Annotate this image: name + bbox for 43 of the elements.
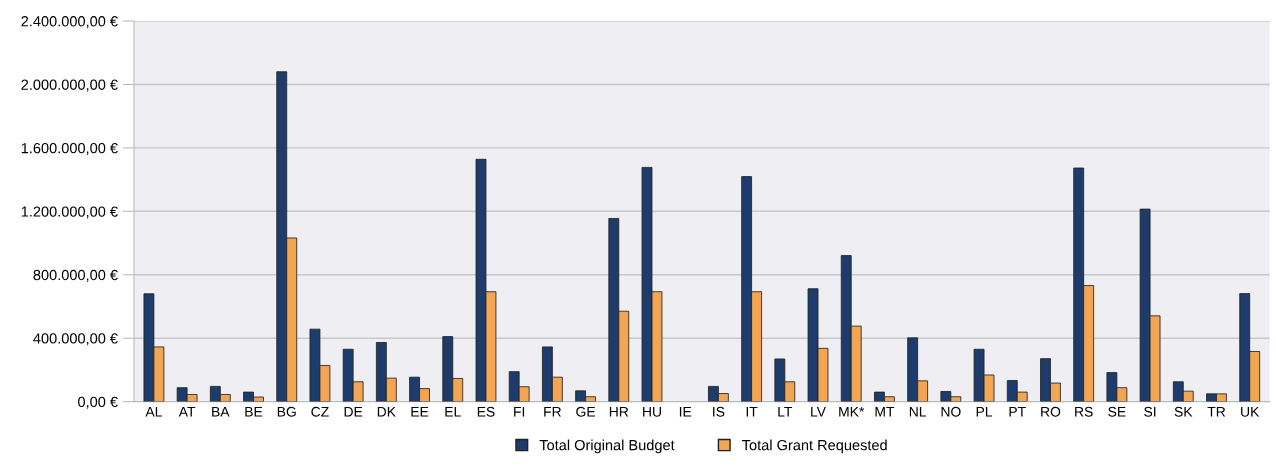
x-tick-label: LV: [811, 406, 826, 417]
x-tick-label: IS: [713, 406, 725, 417]
y-tick-label: 2.000.000,00 €: [21, 79, 118, 92]
legend-label: Total Original Budget: [539, 439, 675, 454]
x-tick-label: NL: [909, 406, 927, 417]
x-tick-label: AT: [178, 406, 196, 417]
y-tick-label: 400.000,00 €: [33, 333, 118, 346]
y-tick-label: 2.400.000,00 €: [21, 16, 118, 29]
x-tick-label: RO: [1041, 406, 1061, 417]
x-tick-label: SI: [1144, 406, 1156, 417]
x-tick-label: EL: [445, 406, 461, 417]
x-tick-label: BE: [245, 406, 263, 417]
x-tick-label: BG: [277, 406, 296, 417]
y-tick-label: 1.600.000,00 €: [21, 142, 118, 156]
x-tick-label: PL: [976, 406, 993, 417]
x-tick-label: CZ: [311, 406, 329, 417]
x-tick-label: UK: [1241, 406, 1260, 417]
x-tick-label: HU: [643, 406, 661, 417]
x-tick-label: SE: [1108, 406, 1126, 417]
x-tick-label: ES: [477, 406, 495, 417]
y-tick-label: 1.200.000,00 €: [21, 206, 118, 219]
x-tick-label: NO: [941, 406, 961, 417]
y-tick-label: 0,00 €: [78, 396, 118, 409]
x-tick-label: BA: [212, 406, 230, 417]
x-tick-label: GE: [576, 406, 596, 417]
x-tick-label: FI: [514, 406, 525, 417]
x-tick-label: EE: [411, 406, 429, 417]
x-tick-label: FR: [544, 406, 561, 417]
x-tick-label: HR: [609, 406, 629, 417]
x-tick-label: MT: [875, 406, 895, 417]
x-tick-label: DK: [377, 406, 396, 417]
x-tick-label: IE: [679, 406, 692, 417]
x-tick-label: MK*: [839, 406, 865, 417]
x-tick-label: DE: [344, 406, 363, 417]
legend-label: Total Grant Requested: [742, 439, 887, 454]
x-tick-label: SK: [1174, 406, 1193, 417]
x-tick-label: AL: [145, 406, 162, 417]
x-tick-label: PT: [1009, 406, 1026, 417]
x-tick-label: IT: [746, 406, 758, 417]
x-tick-label: TR: [1207, 406, 1226, 417]
y-tick-label: 800.000,00 €: [33, 269, 118, 282]
x-tick-label: LT: [778, 406, 793, 417]
x-tick-label: RS: [1075, 406, 1093, 417]
